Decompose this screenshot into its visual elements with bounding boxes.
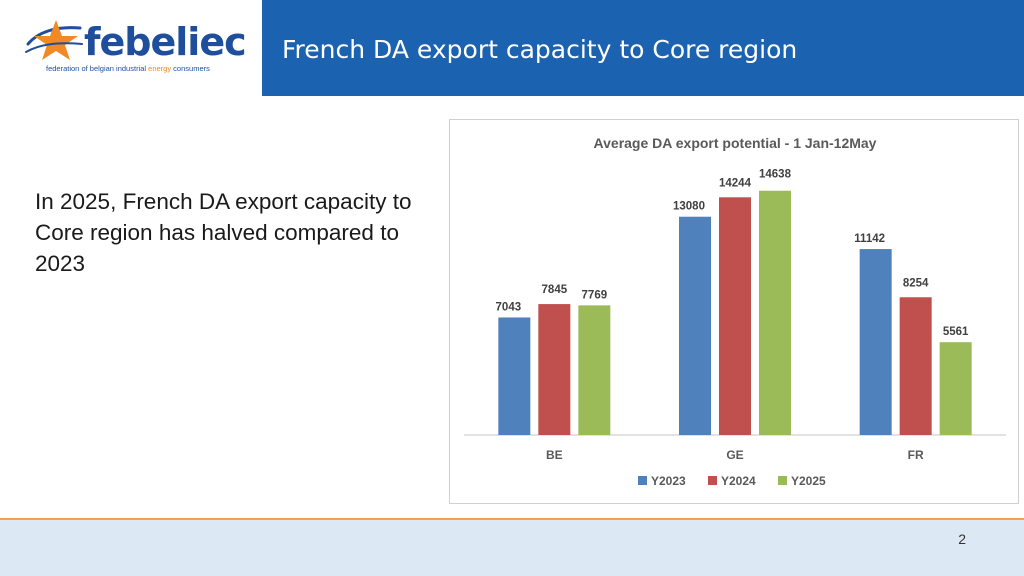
bar-ge-y2025	[759, 190, 791, 435]
page-number: 2	[958, 531, 966, 547]
legend-label: Y2025	[791, 474, 826, 488]
bar-ge-y2024	[719, 197, 751, 435]
bar-be-y2023	[498, 317, 531, 435]
logo-tagline: federation of belgian industrial energy …	[46, 64, 210, 73]
bar-fr-y2023	[859, 249, 892, 435]
bar-fr-y2024	[899, 297, 932, 435]
tagline-after: consumers	[171, 64, 210, 73]
data-label: 7043	[496, 301, 522, 313]
legend-label: Y2024	[721, 474, 756, 488]
x-tick-label: BE	[546, 448, 563, 462]
slide-title: French DA export capacity to Core region	[282, 35, 798, 64]
logo-wordmark: febeliec	[84, 20, 247, 64]
bar-chart: Average DA export potential - 1 Jan-12Ma…	[464, 135, 1006, 488]
data-label: 7769	[582, 289, 608, 301]
title-bar: French DA export capacity to Core region	[262, 0, 1024, 96]
legend-swatch-y2023	[638, 476, 647, 485]
data-label: 14244	[719, 177, 752, 189]
footer-band: 2	[0, 520, 1024, 576]
footer-divider	[0, 518, 1024, 520]
bar-be-y2025	[578, 305, 611, 435]
data-label: 14638	[759, 169, 792, 181]
data-label: 8254	[903, 277, 929, 289]
x-tick-label: FR	[908, 448, 924, 462]
data-label: 11142	[854, 233, 885, 245]
tagline-highlight: energy	[148, 64, 172, 73]
data-label: 5561	[943, 326, 969, 338]
tagline-before: federation of belgian industrial	[46, 64, 149, 73]
febeliec-logo-icon	[25, 20, 83, 60]
legend-swatch-y2024	[708, 476, 717, 485]
legend-label: Y2023	[651, 474, 686, 488]
data-label: 7845	[542, 284, 568, 296]
bar-fr-y2025	[939, 342, 972, 435]
legend-swatch-y2025	[778, 476, 787, 485]
bar-ge-y2023	[679, 216, 711, 435]
chart-title: Average DA export potential - 1 Jan-12Ma…	[594, 135, 877, 151]
logo-area: febeliec federation of belgian industria…	[0, 0, 262, 96]
data-label: 13080	[673, 201, 705, 213]
bar-be-y2024	[538, 304, 571, 435]
body-text: In 2025, French DA export capacity to Co…	[35, 189, 412, 276]
x-tick-label: GE	[726, 448, 743, 462]
chart-frame: Average DA export potential - 1 Jan-12Ma…	[449, 119, 1019, 504]
